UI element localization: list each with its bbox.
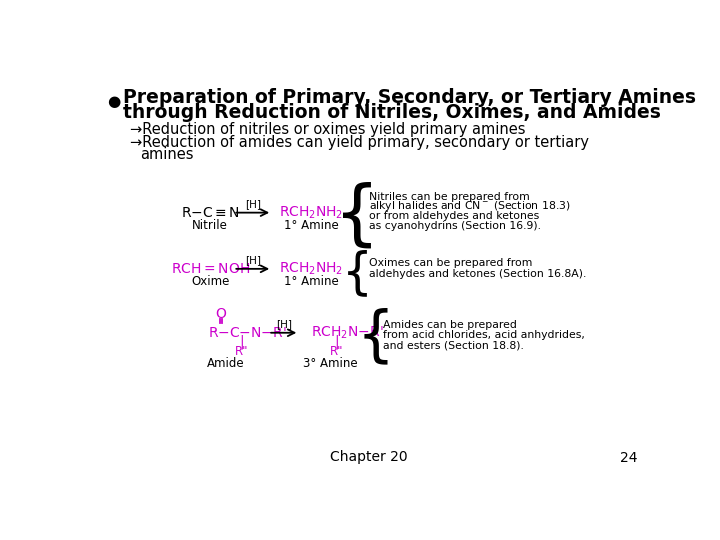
Text: →Reduction of amides can yield primary, secondary or tertiary: →Reduction of amides can yield primary, … — [130, 135, 589, 150]
Text: |: | — [334, 335, 339, 349]
Text: RCH$_2$NH$_2$: RCH$_2$NH$_2$ — [279, 261, 343, 277]
Text: [H]: [H] — [245, 255, 261, 265]
Text: Preparation of Primary, Secondary, or Tertiary Amines: Preparation of Primary, Secondary, or Te… — [122, 87, 696, 106]
Text: as cyanohydrins (Section 16.9).: as cyanohydrins (Section 16.9). — [369, 221, 541, 231]
Text: from acid chlorides, acid anhydrides,: from acid chlorides, acid anhydrides, — [383, 330, 585, 340]
Text: Chapter 20: Chapter 20 — [330, 450, 408, 464]
Text: RCH$_2$N$-$R': RCH$_2$N$-$R' — [311, 325, 384, 341]
Text: R": R" — [235, 345, 248, 357]
Text: RCH$=$NOH: RCH$=$NOH — [171, 262, 250, 276]
Text: {: { — [356, 307, 395, 366]
Text: R": R" — [330, 345, 343, 357]
Text: R$-$C$\equiv$N: R$-$C$\equiv$N — [181, 206, 240, 220]
Text: through Reduction of Nitriles, Oximes, and Amides: through Reduction of Nitriles, Oximes, a… — [122, 103, 660, 122]
Text: alkyl halides and CN$^-$ (Section 18.3): alkyl halides and CN$^-$ (Section 18.3) — [369, 199, 571, 213]
Text: [H]: [H] — [276, 319, 292, 329]
Text: 1° Amine: 1° Amine — [284, 219, 338, 232]
Text: Amides can be prepared: Amides can be prepared — [383, 320, 517, 330]
Text: 24: 24 — [620, 450, 637, 464]
Text: {: { — [342, 249, 373, 296]
Text: 1° Amine: 1° Amine — [284, 275, 338, 288]
Text: or from aldehydes and ketones: or from aldehydes and ketones — [369, 212, 539, 221]
Text: |: | — [239, 335, 243, 349]
Text: Nitriles can be prepared from: Nitriles can be prepared from — [369, 192, 530, 202]
Text: Nitrile: Nitrile — [192, 219, 228, 232]
Text: 3° Amine: 3° Amine — [303, 357, 358, 370]
Text: {: { — [334, 182, 380, 251]
Text: amines: amines — [140, 147, 194, 161]
Text: Oxime: Oxime — [191, 275, 229, 288]
Text: Amide: Amide — [207, 357, 244, 370]
Text: and esters (Section 18.8).: and esters (Section 18.8). — [383, 340, 524, 350]
Text: RCH$_2$NH$_2$: RCH$_2$NH$_2$ — [279, 205, 343, 221]
Text: [H]: [H] — [245, 199, 261, 209]
Text: R$-$C$-$N$-$R': R$-$C$-$N$-$R' — [208, 326, 287, 340]
Text: →Reduction of nitriles or oximes yield primary amines: →Reduction of nitriles or oximes yield p… — [130, 122, 526, 137]
Text: Oximes can be prepared from: Oximes can be prepared from — [369, 259, 532, 268]
Text: O: O — [215, 307, 225, 321]
Text: aldehydes and ketones (Section 16.8A).: aldehydes and ketones (Section 16.8A). — [369, 269, 586, 279]
Text: ●: ● — [107, 94, 120, 109]
